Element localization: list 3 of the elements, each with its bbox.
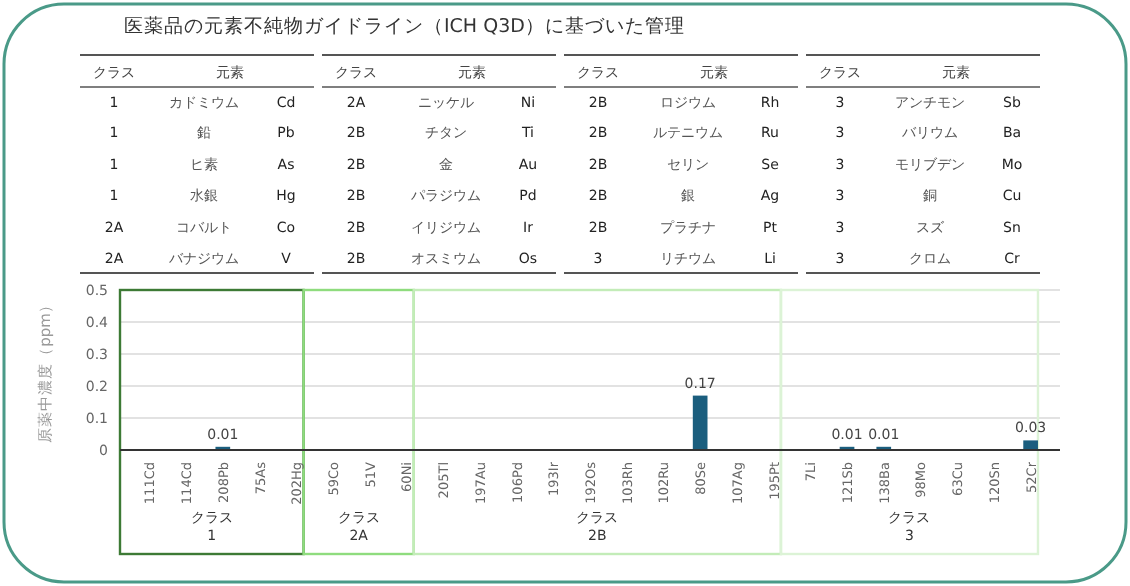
text: 医薬品の元素不純物ガイドライン（ICH Q3D）に基づいた管理 bbox=[124, 14, 685, 38]
bar bbox=[1023, 440, 1038, 450]
bar bbox=[692, 395, 708, 450]
